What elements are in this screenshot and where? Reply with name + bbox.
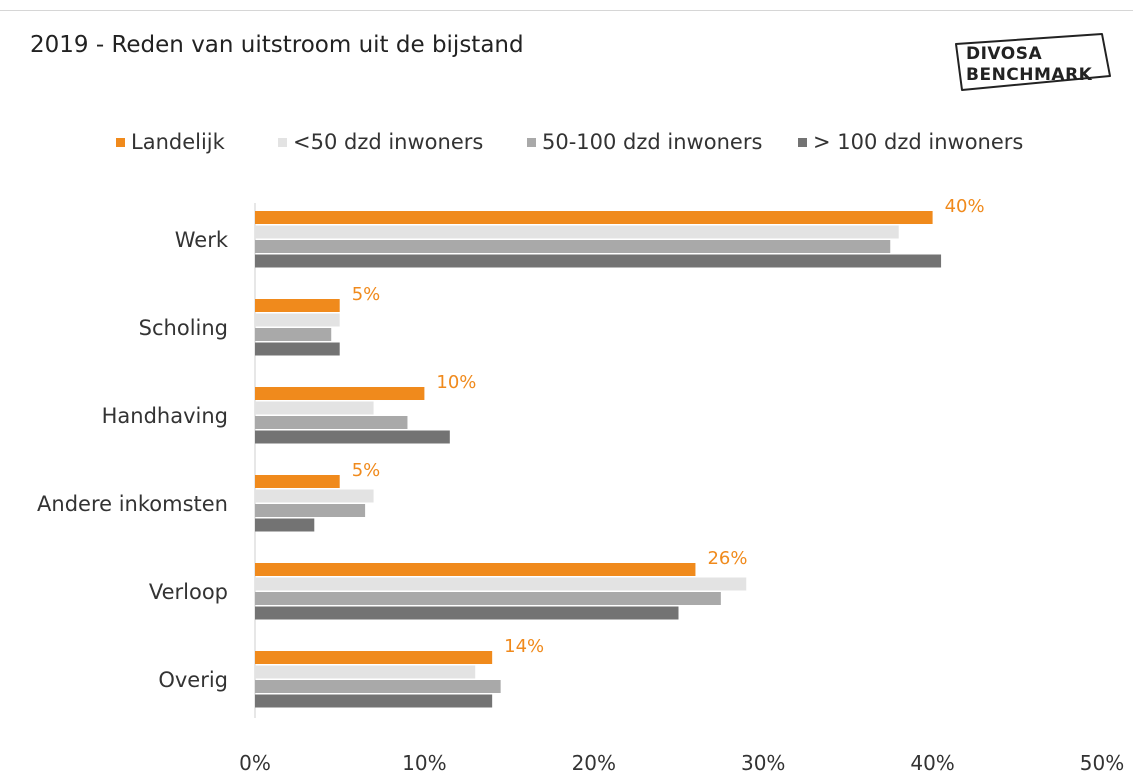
bar-handhaving-medium: [255, 416, 408, 429]
category-label-scholing: Scholing: [139, 316, 228, 340]
legend-label-large: > 100 dzd inwoners: [813, 130, 1024, 154]
legend-item-large: > 100 dzd inwoners: [798, 130, 1023, 154]
bar-scholing-small: [255, 313, 340, 327]
legend-swatch-large: [798, 137, 807, 147]
bar-overig-large: [255, 694, 493, 708]
legend-swatch-landelijk: [116, 137, 125, 147]
bar-andere-inkomsten-large: [255, 518, 315, 532]
bar-andere-inkomsten-landelijk: [255, 475, 340, 488]
x-tick-label-4: 40%: [910, 751, 954, 775]
logo-line-2: BENCHMARK: [966, 65, 1093, 85]
category-label-overig: Overig: [158, 668, 228, 692]
bar-overig-small: [255, 665, 476, 679]
divosa-benchmark-logo: DIVOSA BENCHMARK: [952, 30, 1114, 94]
bar-andere-inkomsten-small: [255, 489, 374, 503]
bar-werk-medium: [255, 240, 891, 253]
x-tick-label-2: 20%: [572, 751, 616, 775]
legend-swatch-small: [278, 137, 287, 147]
logo-line-1: DIVOSA: [966, 44, 1043, 64]
data-label-werk: 40%: [945, 196, 985, 217]
x-tick-label-5: 50%: [1080, 751, 1124, 775]
bar-andere-inkomsten-medium: [255, 504, 366, 517]
bar-handhaving-small: [255, 401, 374, 415]
bar-overig-medium: [255, 680, 501, 693]
data-label-andere-inkomsten: 5%: [352, 460, 381, 481]
legend-label-small: <50 dzd inwoners: [293, 130, 484, 154]
x-tick-label-0: 0%: [239, 751, 271, 775]
legend-label-landelijk: Landelijk: [131, 130, 225, 154]
logo-frame-icon: [955, 33, 1111, 91]
category-label-verloop: Verloop: [149, 580, 228, 604]
chart-legend: Landelijk <50 dzd inwoners 50-100 dzd in…: [0, 130, 1133, 160]
category-label-handhaving: Handhaving: [102, 404, 228, 428]
bar-werk-landelijk: [255, 211, 933, 224]
legend-swatch-medium: [527, 137, 536, 147]
legend-label-medium: 50-100 dzd inwoners: [542, 130, 763, 154]
legend-item-medium: 50-100 dzd inwoners: [527, 130, 762, 154]
data-label-overig: 14%: [504, 636, 544, 657]
bar-overig-landelijk: [255, 651, 493, 664]
legend-item-small: <50 dzd inwoners: [278, 130, 483, 154]
bar-handhaving-large: [255, 430, 450, 444]
bar-scholing-large: [255, 342, 340, 356]
bar-werk-small: [255, 225, 899, 239]
data-label-verloop: 26%: [707, 548, 747, 569]
bar-verloop-medium: [255, 592, 721, 605]
bar-verloop-large: [255, 606, 679, 620]
data-label-scholing: 5%: [352, 284, 381, 305]
x-tick-label-3: 30%: [741, 751, 785, 775]
bar-verloop-small: [255, 577, 747, 591]
top-divider: [0, 10, 1133, 11]
chart-title: 2019 - Reden van uitstroom uit de bijsta…: [30, 32, 524, 58]
category-label-andere-inkomsten: Andere inkomsten: [37, 492, 228, 516]
bar-verloop-landelijk: [255, 563, 696, 576]
bar-scholing-landelijk: [255, 299, 340, 312]
legend-item-landelijk: Landelijk: [116, 130, 225, 154]
category-label-werk: Werk: [175, 228, 229, 252]
x-tick-label-1: 10%: [402, 751, 446, 775]
bar-handhaving-landelijk: [255, 387, 425, 400]
bar-scholing-medium: [255, 328, 332, 341]
data-label-handhaving: 10%: [436, 372, 476, 393]
bar-werk-large: [255, 254, 942, 268]
